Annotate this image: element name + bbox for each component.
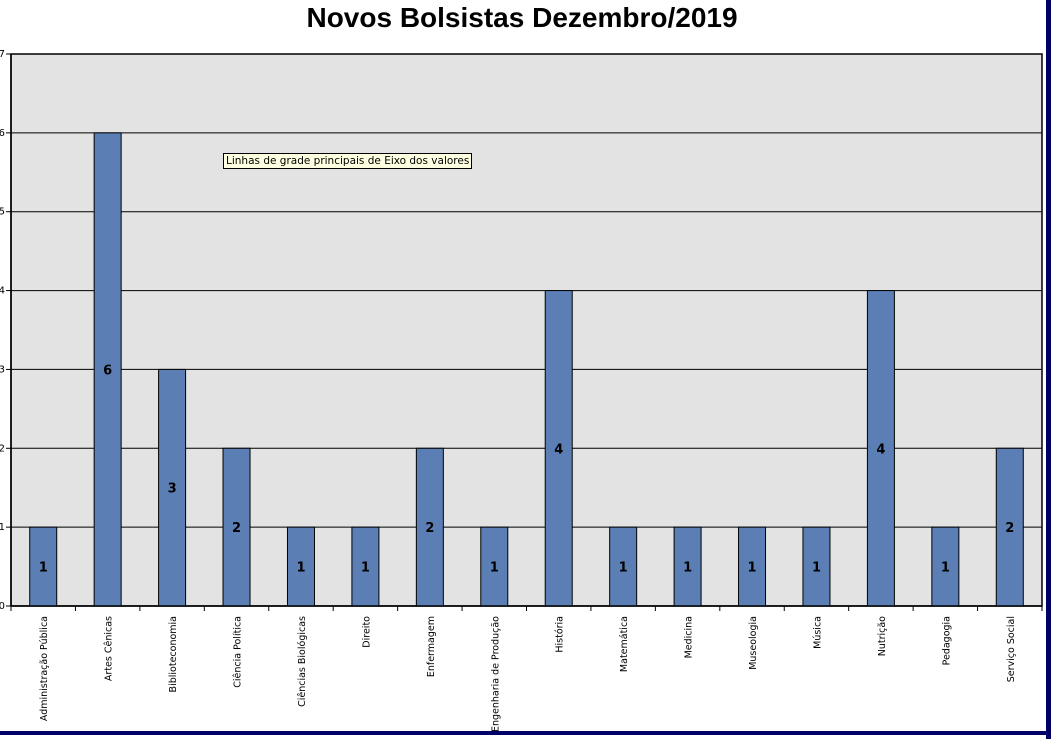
data-label: 2 [1005, 521, 1014, 536]
data-label: 4 [554, 442, 563, 457]
x-tick-label: Música [812, 616, 823, 649]
y-tick-label: 6 [0, 128, 5, 139]
bar [802, 526, 831, 607]
frame-border-bottom [0, 731, 1051, 735]
bar [609, 526, 638, 607]
data-label: 6 [103, 363, 112, 378]
y-tick-label: 2 [0, 443, 5, 454]
y-tick-label: 4 [0, 286, 5, 297]
x-tick-label: Ciência Política [233, 616, 244, 688]
x-tick-label: Medicina [684, 616, 695, 658]
x-tick-label: Matemática [619, 616, 630, 672]
y-tick-label: 1 [0, 522, 5, 533]
x-tick-label: Direito [361, 616, 372, 648]
data-label: 4 [876, 442, 885, 457]
x-tick-label: Serviço Social [1006, 616, 1017, 682]
data-label: 1 [490, 561, 499, 576]
data-label: 1 [812, 561, 821, 576]
y-tick-label: 0 [0, 601, 5, 612]
data-label: 2 [425, 521, 434, 536]
data-label: 3 [168, 482, 177, 497]
data-label: 1 [39, 561, 48, 576]
tooltip: Linhas de grade principais de Eixo dos v… [223, 153, 473, 169]
y-tick-label: 5 [0, 207, 5, 218]
chart-title: Novos Bolsistas Dezembro/2019 [306, 2, 738, 33]
data-label: 1 [619, 561, 628, 576]
bar [29, 526, 58, 607]
data-label: 1 [941, 561, 950, 576]
data-label: 1 [296, 561, 305, 576]
y-tick-label: 7 [0, 49, 5, 60]
bar [866, 290, 895, 607]
x-tick-label: Pedagogia [941, 616, 952, 665]
bar [158, 368, 187, 607]
x-tick-label: Biblioteconomia [168, 616, 179, 692]
y-tick-label: 3 [0, 364, 5, 375]
bar [995, 447, 1024, 607]
bar [222, 447, 251, 607]
data-label: 1 [683, 561, 692, 576]
data-label: 1 [748, 561, 757, 576]
x-tick-label: História [555, 616, 566, 653]
bar [480, 526, 509, 607]
bar [738, 526, 767, 607]
x-tick-label: Enfermagem [426, 616, 437, 677]
data-label: 1 [361, 561, 370, 576]
bar [673, 526, 702, 607]
x-tick-label: Nutrição [877, 616, 888, 656]
x-tick-label: Administração Pública [39, 616, 50, 721]
x-tick-label: Engenharia de Produção [490, 616, 501, 732]
frame-border-right [1046, 0, 1051, 739]
data-label: 2 [232, 521, 241, 536]
x-tick-label: Artes Cênicas [104, 616, 115, 681]
x-tick-label: Museologia [748, 616, 759, 670]
bar [544, 290, 573, 607]
x-tick-label: Ciências Biológicas [297, 616, 308, 707]
bar [415, 447, 444, 607]
